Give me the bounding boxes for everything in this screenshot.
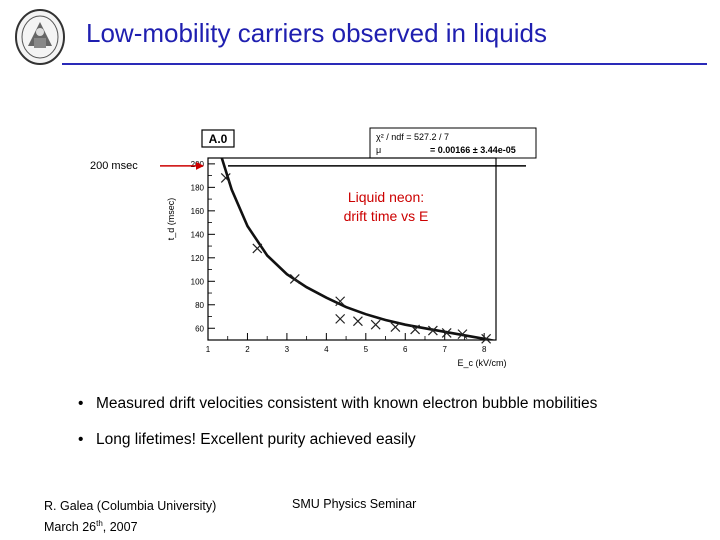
footer-date-prefix: March 26 xyxy=(44,520,97,535)
chart-title: A.0 xyxy=(209,132,228,146)
slide-title: Low-mobility carriers observed in liquid… xyxy=(86,18,547,48)
data-point xyxy=(335,296,346,307)
data-point xyxy=(427,325,438,336)
y-tick-label: 180 xyxy=(191,183,205,192)
data-point-stroke xyxy=(481,333,492,344)
data-point-stroke xyxy=(335,296,346,307)
data-point-stroke xyxy=(370,319,381,330)
drift-time-chart: A.0 χ² / ndf = 527.2 / 7 μ = 0.00166 ± 3.44… xyxy=(160,127,537,368)
plot-frame xyxy=(207,157,497,341)
footer-author-date: R. Galea (Columbia University) March 26t… xyxy=(44,497,216,536)
data-point-stroke xyxy=(390,322,401,333)
chart-overlay-annotation: Liquid neon: drift time vs E xyxy=(316,188,456,226)
x-tick-label: 6 xyxy=(403,345,408,354)
callout-arrow-head xyxy=(196,161,204,170)
x-tick-label: 8 xyxy=(482,345,487,354)
overlay-line-2: drift time vs E xyxy=(343,208,429,224)
footer-date-suffix: , 2007 xyxy=(102,520,138,535)
data-point-stroke xyxy=(335,313,346,324)
data-point xyxy=(352,316,363,327)
footer-author: R. Galea (Columbia University) xyxy=(44,499,217,513)
y-tick-label: 120 xyxy=(191,254,205,263)
footer-date-sup: th xyxy=(96,519,103,528)
y-tick-label: 140 xyxy=(191,230,205,239)
data-point xyxy=(289,274,300,284)
x-tick-label: 1 xyxy=(206,345,211,354)
x-tick-label: 7 xyxy=(442,345,447,354)
data-point-stroke xyxy=(441,328,452,338)
y-tick-label: 100 xyxy=(191,277,205,286)
data-point-stroke xyxy=(220,173,231,183)
x-tick-label: 4 xyxy=(324,345,329,354)
data-point xyxy=(441,328,452,338)
data-point-stroke xyxy=(427,325,438,336)
fit-stats-box xyxy=(369,127,537,159)
data-point xyxy=(220,173,231,183)
university-seal-icon xyxy=(15,9,65,65)
footer-date: March 26th, 2007 xyxy=(44,515,216,536)
data-point-stroke xyxy=(252,243,263,254)
bullet-list: Measured drift velocities consistent wit… xyxy=(78,394,698,449)
x-axis-label: E_c (kV/cm) xyxy=(457,358,506,368)
data-point xyxy=(481,333,492,344)
data-point xyxy=(390,322,401,333)
callout-label: 200 msec xyxy=(90,160,138,172)
y-tick-label: 60 xyxy=(195,324,204,333)
data-point xyxy=(252,243,263,254)
fit-curve xyxy=(220,158,496,340)
y-tick-label: 80 xyxy=(195,301,204,310)
data-point-stroke xyxy=(410,324,421,335)
x-tick-label: 2 xyxy=(245,345,250,354)
chart-title-box xyxy=(201,129,235,148)
y-axis-label: t_d (msec) xyxy=(166,198,176,241)
fit-stats-mu-value: = 0.00166 ± 3.44e-05 xyxy=(430,145,516,155)
data-point-stroke xyxy=(457,329,468,340)
x-tick-label: 5 xyxy=(364,345,369,354)
x-tick-label: 3 xyxy=(285,345,290,354)
data-point xyxy=(457,329,468,340)
data-point-stroke xyxy=(352,316,363,327)
data-point xyxy=(410,324,421,335)
bullet-item-2: Long lifetimes! Excellent purity achieve… xyxy=(78,430,698,449)
fit-stats-chi2: χ² / ndf = 527.2 / 7 xyxy=(376,132,449,142)
data-point xyxy=(370,319,381,330)
fit-stats-mu-label: μ xyxy=(376,145,381,155)
title-divider xyxy=(62,63,707,65)
footer-seminar: SMU Physics Seminar xyxy=(292,497,417,511)
data-point-stroke xyxy=(289,274,300,284)
overlay-line-1: Liquid neon: xyxy=(347,189,425,205)
y-tick-label: 160 xyxy=(191,207,205,216)
bullet-item-1: Measured drift velocities consistent wit… xyxy=(78,394,698,413)
data-point xyxy=(335,313,346,324)
